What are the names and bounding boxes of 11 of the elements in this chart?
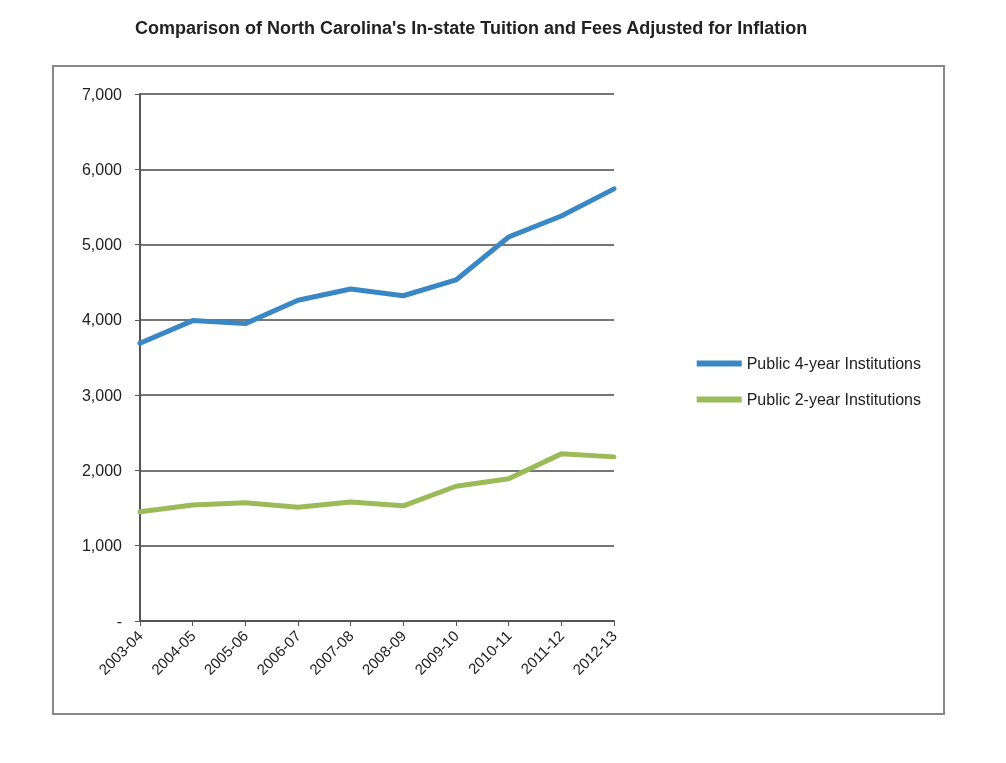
y-tick-label: 4,000 bbox=[81, 311, 123, 329]
y-tick-label: 1,000 bbox=[81, 537, 123, 555]
y-tick-label: 6,000 bbox=[81, 160, 123, 178]
y-tick-label: 5,000 bbox=[81, 236, 123, 254]
legend-label: Public 4-year Institutions bbox=[746, 355, 922, 372]
y-tick-label: 3,000 bbox=[81, 386, 123, 404]
legend-label: Public 2-year Institutions bbox=[746, 391, 922, 408]
y-tick-label: 2,000 bbox=[81, 461, 123, 479]
y-tick-label: 7,000 bbox=[81, 85, 123, 103]
y-tick-label: - bbox=[116, 612, 122, 630]
chart-title: Comparison of North Carolina's In-state Tuition and Fees Adjusted for Inflation bbox=[135, 18, 808, 38]
